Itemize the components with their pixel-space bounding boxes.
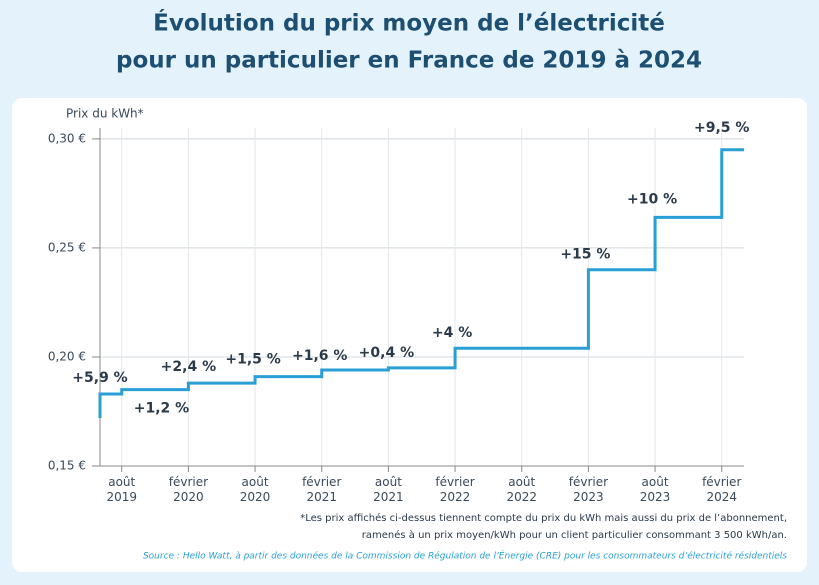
change-label: +2,4 %: [161, 359, 216, 375]
y-tick-label: 0,25 €: [48, 240, 86, 254]
x-tick-label: août 2023: [640, 475, 671, 504]
x-tick-label: août 2019: [106, 475, 137, 504]
x-tick-label: février 2023: [569, 475, 608, 504]
change-label: +1,2 %: [134, 401, 189, 417]
y-tick-label: 0,15 €: [48, 459, 86, 473]
chart-title: Évolution du prix moyen de l’électricité: [153, 9, 665, 37]
change-label: +10 %: [627, 191, 677, 207]
chart-title: pour un particulier en France de 2019 à …: [116, 48, 702, 74]
x-tick-label: août 2022: [506, 475, 537, 504]
footnote: *Les prix affichés ci-dessus tiennent co…: [300, 512, 787, 524]
x-tick-label: février 2021: [302, 475, 341, 504]
y-tick-label: 0,20 €: [48, 349, 86, 363]
footnote: ramenés à un prix moyen/kWh pour un clie…: [362, 529, 787, 541]
change-label: +1,5 %: [225, 352, 280, 368]
step-line: [98, 148, 744, 419]
source: Source : Hello Watt, à partir des donnée…: [143, 550, 787, 562]
change-label: +4 %: [432, 325, 472, 341]
y-tick-label: 0,30 €: [48, 131, 86, 145]
card: [12, 98, 807, 572]
change-label: +5,9 %: [72, 370, 127, 386]
change-label: +0,4 %: [359, 345, 414, 361]
x-tick-label: août 2021: [373, 475, 404, 504]
x-tick-label: août 2020: [240, 475, 271, 504]
change-label: +1,6 %: [292, 348, 347, 364]
y-axis-label: Prix du kWh*: [66, 107, 144, 121]
change-label: +15 %: [560, 247, 610, 263]
x-tick-label: février 2024: [702, 475, 741, 504]
x-tick-label: février 2020: [169, 475, 208, 504]
x-tick-label: février 2022: [435, 475, 474, 504]
change-label: +9,5 %: [694, 120, 749, 136]
